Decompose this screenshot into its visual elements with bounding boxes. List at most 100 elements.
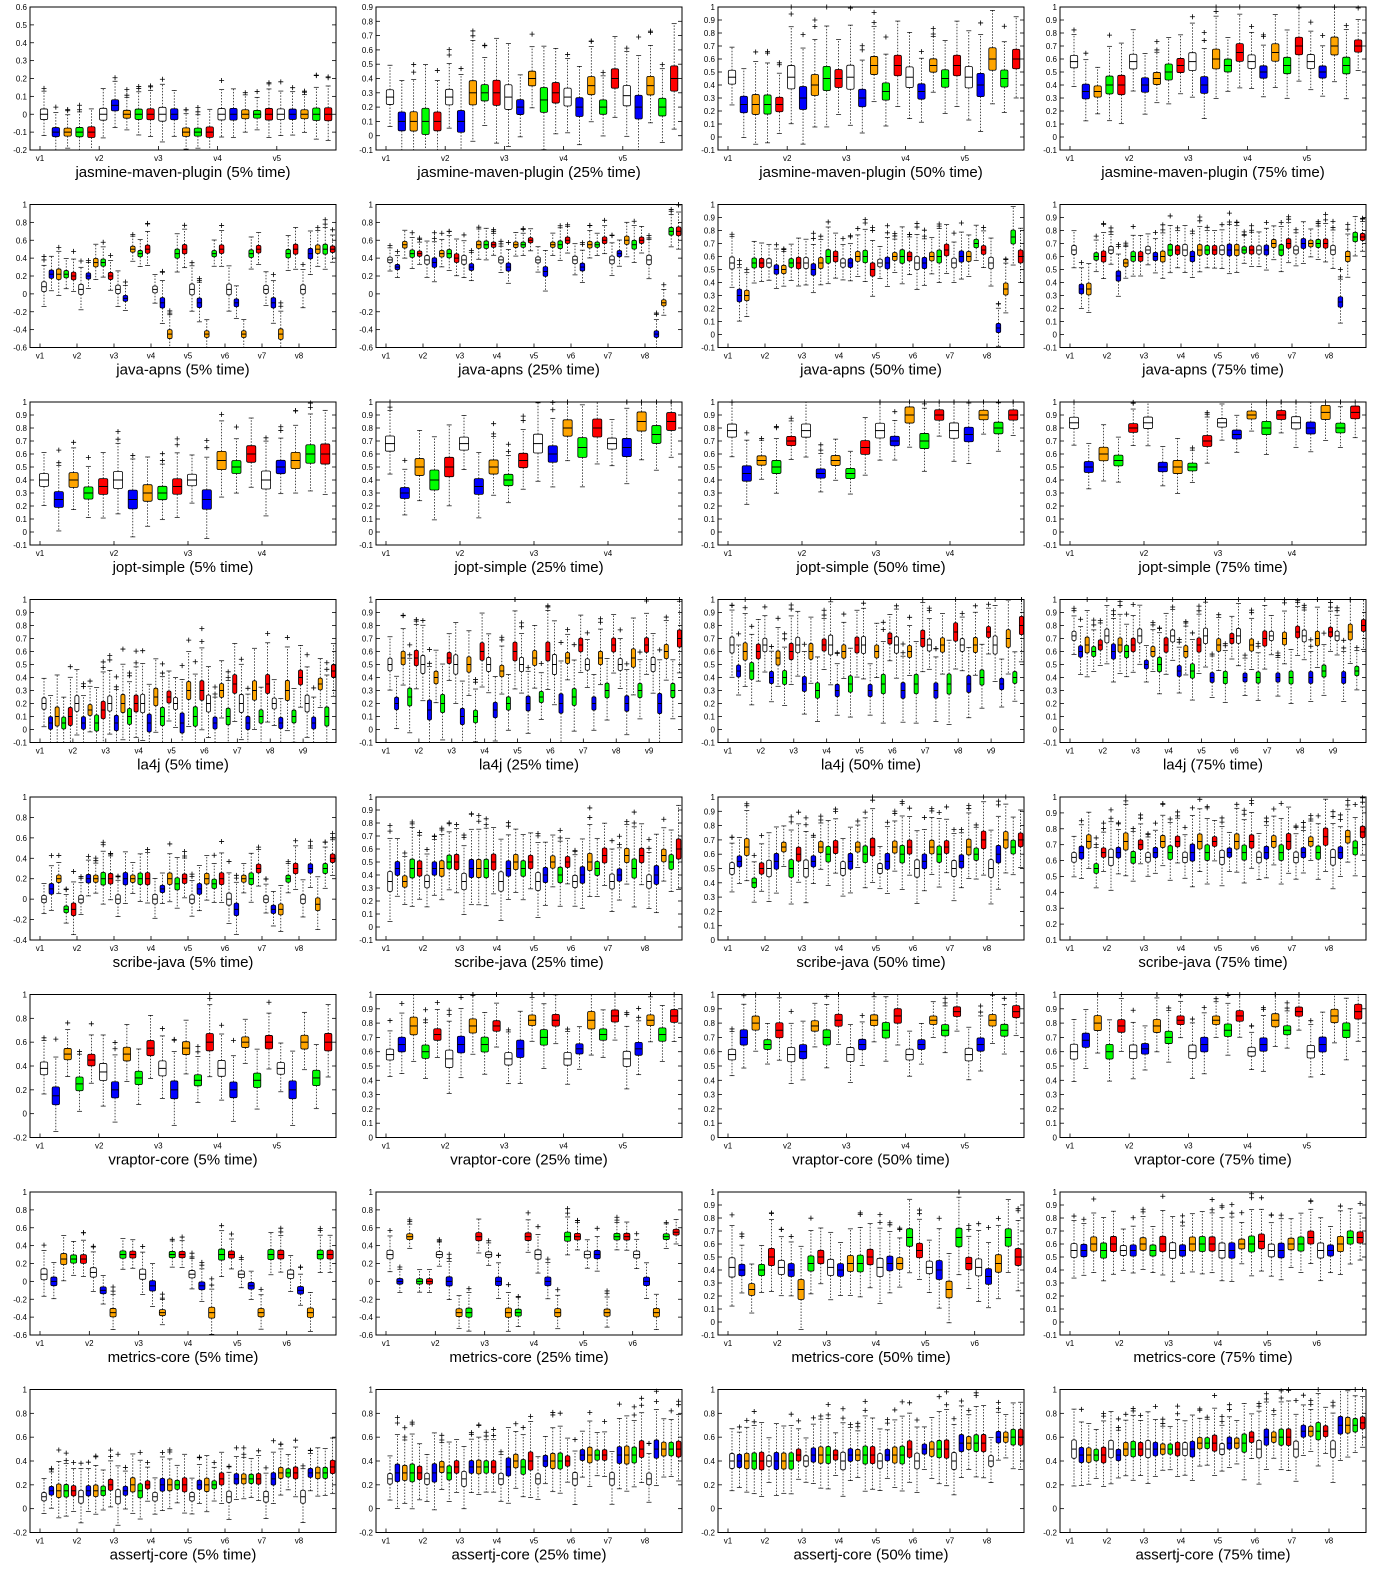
outlier-mark <box>847 233 853 239</box>
x-tick-label: v2 <box>1103 352 1112 361</box>
box-v4-1 <box>159 268 166 324</box>
outlier-mark <box>855 225 861 231</box>
box-v2-2 <box>439 230 445 268</box>
y-tick-label: 0.3 <box>362 489 374 498</box>
outlier-mark <box>557 223 563 229</box>
y-tick-label: 0.3 <box>704 94 716 103</box>
box-v3-0 <box>461 232 467 278</box>
x-tick-label: v7 <box>1263 747 1272 756</box>
box-v5-2 <box>300 88 309 133</box>
x-tick-label: v4 <box>1177 352 1186 361</box>
y-tick-label: 0.9 <box>16 411 28 420</box>
x-tick-label: v5 <box>619 154 628 163</box>
box-v1-3 <box>751 240 757 284</box>
outlier-mark <box>446 52 452 58</box>
box-v3-4 <box>1235 4 1244 89</box>
outlier-mark <box>56 244 62 250</box>
y-tick-label: 0.4 <box>704 674 716 683</box>
box-v5-0 <box>877 246 883 279</box>
plot-frame <box>29 6 337 151</box>
y-tick-label: 0.1 <box>362 117 374 126</box>
outlier-mark <box>812 17 818 23</box>
box-v7-3 <box>285 235 291 271</box>
box-v3-4 <box>144 220 151 267</box>
box-v5-3 <box>1342 22 1351 100</box>
x-tick-label: v1 <box>1066 549 1075 558</box>
panel-title: jasmine-maven-plugin (25% time) <box>416 164 640 181</box>
outlier-mark <box>476 224 482 230</box>
box-v3-1 <box>810 230 817 294</box>
x-tick-label: v8 <box>612 747 621 756</box>
x-tick-label: v2 <box>783 154 792 163</box>
x-tick-label: v7 <box>604 352 613 361</box>
x-tick-label: v5 <box>1214 352 1223 361</box>
y-tick-label: 0.4 <box>1046 279 1058 288</box>
y-tick-label: 0.1 <box>1046 515 1058 524</box>
box-v2-0 <box>424 240 430 278</box>
box-v6-1 <box>579 240 586 284</box>
panel-title: java-apns (75% time) <box>1141 362 1284 379</box>
box-v4-2 <box>167 308 173 348</box>
y-tick-label: 0.3 <box>16 57 28 66</box>
y-tick-label: 1 <box>1053 596 1058 605</box>
box-v3-2 <box>130 232 136 262</box>
x-tick-label: v5 <box>872 352 881 361</box>
box-v2-1 <box>456 66 466 151</box>
y-tick-label: 0.9 <box>362 3 374 12</box>
y-tick-label: 0.6 <box>16 834 28 843</box>
outlier-mark <box>182 222 188 228</box>
y-tick-label: -0.1 <box>701 146 715 155</box>
x-tick-label: v2 <box>415 747 424 756</box>
y-tick-label: -0.1 <box>1043 344 1057 353</box>
outlier-mark <box>1107 32 1113 38</box>
x-tick-label: v4 <box>835 352 844 361</box>
outlier-mark <box>387 243 393 249</box>
box-v4-3 <box>599 69 608 137</box>
outlier-mark <box>322 221 328 227</box>
x-tick-label: v6 <box>221 352 230 361</box>
x-tick-label: v4 <box>480 747 489 756</box>
y-tick-label: 0.8 <box>704 622 716 631</box>
x-tick-label: v2 <box>110 549 119 558</box>
box-v1-2 <box>56 244 62 296</box>
y-tick-label: 0 <box>1053 133 1058 142</box>
y-tick-label: 0.7 <box>362 437 374 446</box>
outlier-mark <box>446 228 452 234</box>
outlier-mark <box>167 308 173 314</box>
outlier-mark <box>159 76 165 82</box>
x-tick-label: v7 <box>233 747 242 756</box>
y-tick-label: 0 <box>23 110 28 119</box>
x-tick-label: v2 <box>69 747 78 756</box>
panel-14: -0.1 0 0.1 0.2 0.3 0.4 0.5 0.6 0.7 0.8 0.9 1 v1 v2 v3 v… <box>701 596 1025 774</box>
box-v4-2 <box>1271 14 1280 88</box>
outlier-mark <box>159 269 165 275</box>
outlier-mark <box>254 89 260 95</box>
y-tick-label: 0.8 <box>1046 29 1058 38</box>
y-tick-label: 0.9 <box>704 609 716 618</box>
box-v2-4 <box>107 252 114 291</box>
y-tick-label: 0.9 <box>704 411 716 420</box>
x-tick-label: v1 <box>36 549 45 558</box>
box-v1-4 <box>1117 42 1126 125</box>
box-v2-2 <box>1152 39 1161 104</box>
y-tick-label: 0.1 <box>1046 120 1058 129</box>
box-v5-0 <box>189 260 195 312</box>
x-tick-label: v4 <box>604 549 613 558</box>
box-v8-4 <box>675 202 682 250</box>
x-tick-label: v1 <box>724 154 733 163</box>
x-tick-label: v1 <box>36 352 45 361</box>
outlier-mark <box>219 222 225 228</box>
box-v5-4 <box>1012 16 1021 99</box>
outlier-mark <box>871 20 877 26</box>
box-v5-2 <box>646 28 655 124</box>
outlier-mark <box>587 222 593 228</box>
outlier-mark <box>1154 47 1160 53</box>
y-tick-label: 0 <box>23 290 28 299</box>
y-tick-label: 0.2 <box>16 502 28 511</box>
outlier-mark <box>1213 4 1219 10</box>
box-v1-4 <box>775 60 784 134</box>
box-v6-4 <box>601 217 608 255</box>
y-tick-label: -0.1 <box>701 739 715 748</box>
box-v3-1 <box>170 90 179 137</box>
